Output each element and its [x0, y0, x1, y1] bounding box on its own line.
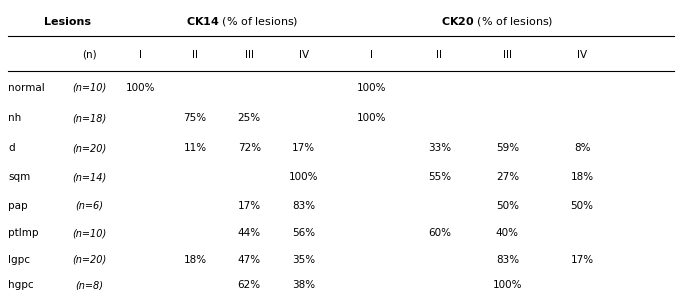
Text: 56%: 56% [292, 228, 315, 238]
Text: 100%: 100% [289, 172, 318, 182]
Text: Lesions: Lesions [44, 17, 91, 27]
Text: 17%: 17% [292, 143, 315, 153]
Text: 11%: 11% [183, 143, 207, 153]
Text: 100%: 100% [492, 280, 522, 290]
Text: III: III [245, 50, 254, 60]
Text: lgpc: lgpc [8, 255, 30, 265]
Text: 100%: 100% [126, 83, 155, 93]
Text: 25%: 25% [238, 113, 261, 123]
Text: 59%: 59% [496, 143, 519, 153]
Text: 75%: 75% [183, 113, 207, 123]
Text: nh: nh [8, 113, 21, 123]
Text: d: d [8, 143, 15, 153]
Text: 100%: 100% [357, 113, 386, 123]
Text: pap: pap [8, 201, 28, 211]
Text: 44%: 44% [238, 228, 261, 238]
Text: (n=10): (n=10) [72, 228, 107, 238]
Text: 50%: 50% [496, 201, 519, 211]
Text: ptlmp: ptlmp [8, 228, 39, 238]
Text: $\mathbf{CK14}$ (% of lesions): $\mathbf{CK14}$ (% of lesions) [186, 15, 299, 28]
Text: III: III [503, 50, 512, 60]
Text: sqm: sqm [8, 172, 31, 182]
Text: 60%: 60% [428, 228, 451, 238]
Text: (n): (n) [83, 50, 97, 60]
Text: 47%: 47% [238, 255, 261, 265]
Text: I: I [139, 50, 142, 60]
Text: normal: normal [8, 83, 45, 93]
Text: 40%: 40% [496, 228, 519, 238]
Text: I: I [370, 50, 373, 60]
Text: (n=18): (n=18) [72, 113, 107, 123]
Text: $\mathbf{CK20}$ (% of lesions): $\mathbf{CK20}$ (% of lesions) [441, 15, 553, 28]
Text: 50%: 50% [571, 201, 593, 211]
Text: 27%: 27% [496, 172, 519, 182]
Text: 83%: 83% [496, 255, 519, 265]
Text: 17%: 17% [238, 201, 261, 211]
Text: (n=6): (n=6) [76, 201, 104, 211]
Text: (n=20): (n=20) [72, 143, 107, 153]
Text: (n=8): (n=8) [76, 280, 104, 290]
Text: (n=10): (n=10) [72, 83, 107, 93]
Text: 33%: 33% [428, 143, 451, 153]
Text: 55%: 55% [428, 172, 451, 182]
Text: IV: IV [577, 50, 587, 60]
Text: 100%: 100% [357, 83, 386, 93]
Text: hgpc: hgpc [8, 280, 34, 290]
Text: 38%: 38% [292, 280, 315, 290]
Text: 62%: 62% [238, 280, 261, 290]
Text: II: II [436, 50, 443, 60]
Text: 72%: 72% [238, 143, 261, 153]
Text: II: II [192, 50, 198, 60]
Text: 18%: 18% [183, 255, 207, 265]
Text: IV: IV [299, 50, 309, 60]
Text: (n=20): (n=20) [72, 255, 107, 265]
Text: 83%: 83% [292, 201, 315, 211]
Text: 17%: 17% [571, 255, 594, 265]
Text: (n=14): (n=14) [72, 172, 107, 182]
Text: 8%: 8% [574, 143, 591, 153]
Text: 18%: 18% [571, 172, 594, 182]
Text: 35%: 35% [292, 255, 315, 265]
